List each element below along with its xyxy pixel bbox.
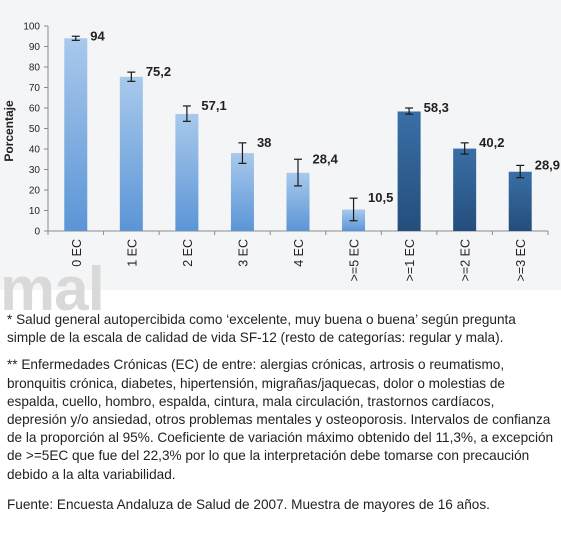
bar: [286, 172, 310, 231]
error-bar: [238, 142, 247, 164]
data-label: 94: [90, 28, 105, 43]
data-label: 10,5: [368, 190, 393, 205]
x-tick-label: >=2 EC: [459, 239, 473, 281]
error-bar: [349, 197, 358, 222]
note-chronic-diseases: ** Enfermedades Crónicas (EC) de entre: …: [7, 357, 554, 482]
bar: [175, 113, 199, 231]
chart-notes: * Salud general autopercibida como ‘exce…: [7, 311, 555, 523]
bar: [230, 153, 254, 231]
y-tick-label: 50: [29, 124, 41, 135]
source-note: Fuente: Encuesta Andaluza de Salud de 20…: [7, 496, 490, 512]
x-tick-label: >=1 EC: [403, 239, 417, 281]
y-tick-label: 20: [29, 186, 41, 197]
bar: [119, 76, 143, 231]
note-self-rated-health: * Salud general autopercibida como ‘exce…: [7, 312, 516, 346]
x-tick-label: 1 EC: [125, 239, 139, 267]
y-axis-title: Porcentaje: [2, 100, 16, 162]
y-tick-label: 0: [34, 227, 40, 238]
error-bar: [516, 164, 525, 179]
data-label: 38: [257, 135, 271, 150]
x-tick-label: >=5 EC: [348, 239, 362, 281]
error-bar: [405, 107, 414, 115]
bar-chart: 0 10 20 30 40 50 60 70 80 90 100 94 0 EC 75,2 1 EC 57,…: [2, 22, 560, 282]
y-tick-label: 30: [29, 165, 41, 176]
y-tick-label: 100: [23, 22, 40, 33]
y-tick-label: 80: [29, 63, 41, 74]
y-tick-label: 60: [29, 104, 41, 115]
x-tick-label: 4 EC: [292, 239, 306, 267]
watermark-text: mal: [0, 265, 105, 315]
y-tick-label: 10: [29, 206, 41, 217]
data-label: 75,2: [146, 64, 171, 79]
error-bar: [71, 35, 80, 41]
data-label: 57,1: [201, 98, 226, 113]
x-tick-label: 3 EC: [236, 239, 250, 267]
data-label: 58,3: [424, 100, 449, 115]
data-label: 28,9: [535, 157, 560, 172]
y-tick-label: 40: [29, 145, 41, 156]
bar: [397, 111, 421, 231]
bar: [64, 38, 88, 231]
x-tick-label: >=3 EC: [514, 239, 528, 281]
error-bar: [460, 142, 469, 155]
bar: [508, 171, 532, 231]
bar: [453, 148, 477, 231]
data-label: 28,4: [313, 151, 339, 166]
chart-area: 0 10 20 30 40 50 60 70 80 90 100 94 0 EC 75,2 1 EC 57,…: [0, 0, 561, 290]
error-bar: [127, 71, 136, 82]
x-tick-label: 2 EC: [181, 239, 195, 267]
data-label: 40,2: [479, 135, 504, 150]
error-bar: [294, 158, 302, 187]
error-bar: [182, 105, 191, 122]
x-tick-label: 0 EC: [70, 239, 84, 267]
y-tick-label: 70: [29, 83, 41, 94]
y-tick-label: 90: [29, 42, 41, 53]
